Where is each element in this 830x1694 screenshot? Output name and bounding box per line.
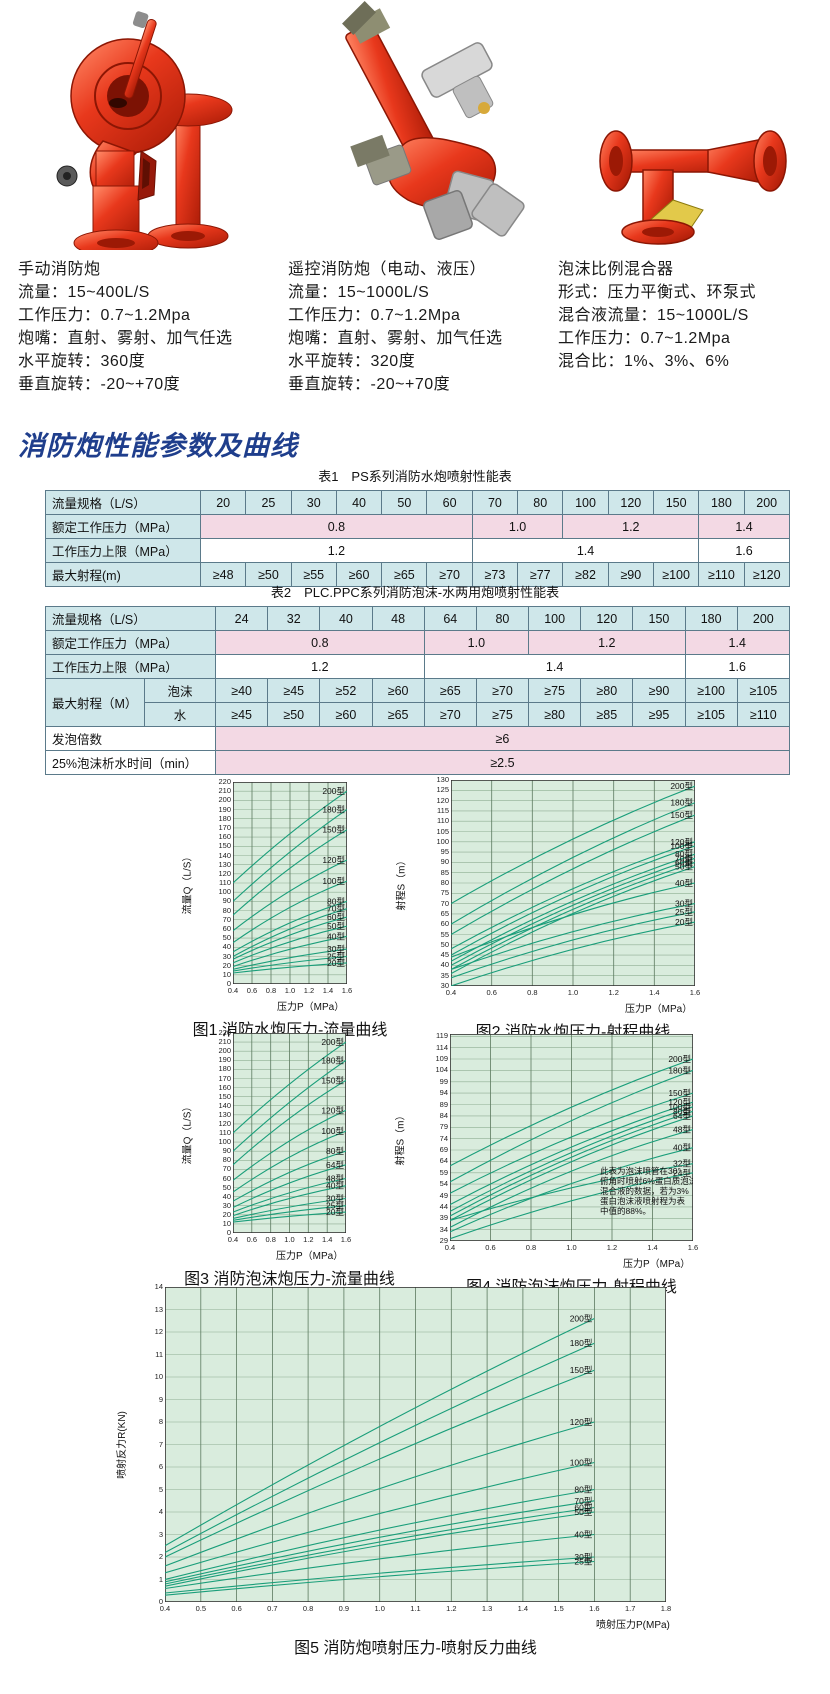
svg-text:120型: 120型 [322,855,345,865]
svg-text:40型: 40型 [326,1181,344,1191]
svg-text:64型: 64型 [326,1160,344,1170]
svg-text:180型: 180型 [668,1065,691,1075]
svg-text:20型: 20型 [326,1207,344,1217]
svg-text:180型: 180型 [570,1338,593,1348]
svg-text:50型: 50型 [675,862,693,872]
svg-text:48型: 48型 [673,1125,691,1135]
svg-text:此表为泡沫喷管在30°: 此表为泡沫喷管在30° [600,1166,681,1176]
svg-text:150型: 150型 [321,1075,344,1085]
svg-text:25型: 25型 [675,907,693,917]
svg-text:64型: 64型 [673,1111,691,1121]
svg-text:180型: 180型 [670,798,693,808]
svg-text:150型: 150型 [322,825,345,835]
svg-text:80型: 80型 [574,1485,592,1495]
svg-text:80型: 80型 [326,1146,344,1156]
svg-text:200型: 200型 [321,1037,344,1047]
svg-text:100型: 100型 [322,876,345,886]
svg-text:40型: 40型 [673,1143,691,1153]
svg-text:40型: 40型 [327,931,345,941]
svg-text:40型: 40型 [574,1530,592,1540]
svg-text:20型: 20型 [327,958,345,968]
svg-text:200型: 200型 [322,786,345,796]
svg-text:180型: 180型 [322,805,345,815]
svg-text:100型: 100型 [321,1126,344,1136]
svg-text:100型: 100型 [570,1458,593,1468]
svg-text:混合液的数据，若为3%: 混合液的数据，若为3% [600,1186,689,1196]
svg-text:中值的88%。: 中值的88%。 [600,1206,651,1216]
svg-text:50型: 50型 [327,921,345,931]
svg-text:200型: 200型 [570,1314,593,1324]
svg-text:50型: 50型 [574,1507,592,1517]
svg-text:200型: 200型 [668,1054,691,1064]
svg-text:20型: 20型 [675,917,693,927]
svg-text:180型: 180型 [321,1055,344,1065]
svg-text:150型: 150型 [670,810,693,820]
svg-text:40型: 40型 [675,878,693,888]
svg-text:150型: 150型 [570,1365,593,1375]
svg-text:俯角时喷射6%蛋白质泡沫: 俯角时喷射6%蛋白质泡沫 [600,1176,693,1186]
svg-text:25型: 25型 [574,1557,592,1567]
svg-text:120型: 120型 [321,1105,344,1115]
svg-text:120型: 120型 [570,1417,593,1427]
svg-text:200型: 200型 [670,781,693,791]
svg-text:蛋白泡沫液喷射程为表: 蛋白泡沫液喷射程为表 [600,1196,686,1206]
